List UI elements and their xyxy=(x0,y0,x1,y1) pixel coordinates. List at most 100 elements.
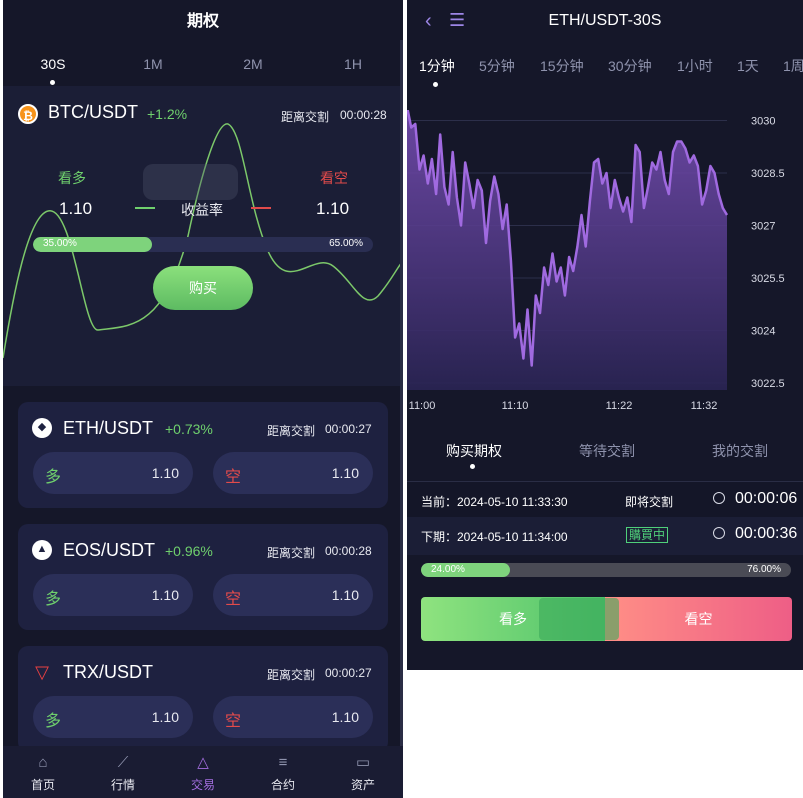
tab-label: 1M xyxy=(143,56,163,72)
page-title: 期权 xyxy=(186,13,219,30)
long-percent: 35.00% xyxy=(43,238,77,249)
long-label: 看多 xyxy=(58,170,86,186)
short-percent: 65.00% xyxy=(329,238,363,249)
x-tick-label: 11:10 xyxy=(502,400,529,412)
tab-label: 1天 xyxy=(737,58,759,74)
tab-label: 2M xyxy=(243,56,263,72)
short-button[interactable]: 空 1.10 xyxy=(213,574,373,616)
short-odds: 1.10 xyxy=(331,709,359,725)
current-period-row: 当前：2024-05-10 11:33:30 即将交割 00:00:06 xyxy=(407,481,803,517)
short-button[interactable]: 看空 xyxy=(605,597,792,641)
long-button[interactable]: 多 1.10 xyxy=(33,452,193,494)
tab-1day[interactable]: 1天 xyxy=(737,56,759,76)
period-status: 即将交割 xyxy=(625,495,674,509)
blurred-region xyxy=(143,164,238,200)
settle-label: 距离交割 xyxy=(267,424,316,438)
tab-my-settle[interactable]: 我的交割 xyxy=(712,441,768,461)
clock-icon xyxy=(713,492,725,504)
short-label: 看空 xyxy=(320,170,348,186)
pair-name: ETH/USDT xyxy=(63,418,153,438)
tab-1week[interactable]: 1周 xyxy=(783,56,803,76)
back-chevron-icon[interactable]: ‹ xyxy=(425,10,432,32)
x-tick-label: 11:22 xyxy=(606,400,633,412)
short-button[interactable]: 空 1.10 xyxy=(213,452,373,494)
menu-icon[interactable]: ☰ xyxy=(449,10,466,30)
long-button[interactable]: 多 1.10 xyxy=(33,696,193,738)
nav-contract[interactable]: ≡ 合约 xyxy=(243,746,323,798)
countdown: 00:00:27 xyxy=(325,422,372,436)
countdown: 00:00:27 xyxy=(325,666,372,680)
settle-label: 距离交割 xyxy=(267,668,316,682)
short-label: 空 xyxy=(225,713,242,730)
buy-button[interactable]: 购买 xyxy=(153,266,253,310)
ratio-bar: 24.00% 76.00% xyxy=(421,563,791,577)
wallet-icon: ▭ xyxy=(355,754,371,771)
nav-label: 行情 xyxy=(110,778,135,792)
btc-hero-card: ₿ BTC/USDT +1.2% 距离交割 00:00:28 看多 看空 1.1… xyxy=(3,86,403,386)
tab-2m[interactable]: 2M xyxy=(223,48,283,80)
tab-1m[interactable]: 1M xyxy=(123,48,183,80)
tab-30min[interactable]: 30分钟 xyxy=(608,56,652,76)
eos-card[interactable]: ▲ EOS/USDT +0.96% 距离交割 00:00:28 多 1.10 空 1… xyxy=(18,524,388,630)
short-label: 空 xyxy=(225,591,242,608)
y-tick-label: 3022.5 xyxy=(751,378,785,390)
price-line xyxy=(407,110,729,367)
trx-card[interactable]: ▽ TRX/USDT 距离交割 00:00:27 多 1.10 空 1.10 xyxy=(18,646,388,752)
active-dot xyxy=(50,80,55,85)
y-tick-label: 3027 xyxy=(751,221,775,233)
tab-30s[interactable]: 30S xyxy=(23,48,83,85)
trade-icon: △ xyxy=(197,754,209,771)
bottom-nav: ⌂ 首页 ⟋ 行情 △ 交易 ≡ 合约 ▭ 资产 xyxy=(3,746,403,798)
period-tabs: 30S 1M 2M 1H xyxy=(3,48,403,85)
nav-assets[interactable]: ▭ 资产 xyxy=(323,746,403,798)
nav-home[interactable]: ⌂ 首页 xyxy=(3,746,83,798)
clock-icon xyxy=(713,527,725,539)
price-chart[interactable]: 3030 3028.5 3027 3025.5 3024 3022.5 11:00 11:10… xyxy=(407,110,803,420)
settle-label: 距离交割 xyxy=(267,546,316,560)
tab-5min[interactable]: 5分钟 xyxy=(479,56,515,76)
long-legend-line xyxy=(135,207,155,209)
eos-icon: ▲ xyxy=(32,540,52,560)
price-change: +1.2% xyxy=(147,106,188,122)
status-badge: 購買中 xyxy=(626,527,669,543)
nav-label: 首页 xyxy=(30,778,55,792)
tab-buy-option[interactable]: 购买期权 xyxy=(446,441,502,469)
long-percent: 24.00% xyxy=(431,564,465,575)
tab-1hour[interactable]: 1小时 xyxy=(677,56,713,76)
next-period-row: 下期：2024-05-10 11:34:00 購買中 00:00:36 xyxy=(407,517,803,555)
short-percent: 76.00% xyxy=(747,564,781,575)
period-label: 当前：2024-05-10 11:33:30 xyxy=(421,495,568,509)
eth-card[interactable]: ◆ ETH/USDT +0.73% 距离交割 00:00:27 多 1.10 空 1… xyxy=(18,402,388,508)
long-button[interactable]: 多 1.10 xyxy=(33,574,193,616)
short-odds: 1.10 xyxy=(331,587,359,603)
nav-trade[interactable]: △ 交易 xyxy=(163,746,243,798)
nav-market[interactable]: ⟋ 行情 xyxy=(83,746,163,798)
tab-1h[interactable]: 1H xyxy=(323,48,383,80)
x-tick-label: 11:00 xyxy=(409,400,436,412)
long-odds: 1.10 xyxy=(151,709,179,725)
tab-pending-settle[interactable]: 等待交割 xyxy=(579,441,635,461)
active-dot xyxy=(470,464,475,469)
short-button[interactable]: 空 1.10 xyxy=(213,696,373,738)
tab-label: 1分钟 xyxy=(419,58,455,74)
tab-label: 1小时 xyxy=(677,58,713,74)
long-odds: 1.10 xyxy=(151,465,179,481)
long-label: 多 xyxy=(45,591,62,608)
ratio-bar: 35.00% 65.00% xyxy=(33,237,373,252)
countdown: 00:00:28 xyxy=(325,544,372,558)
settle-label: 距离交割 xyxy=(281,110,330,124)
tab-1min[interactable]: 1分钟 xyxy=(419,56,455,87)
short-odds: 1.10 xyxy=(316,199,350,218)
y-tick-label: 3028.5 xyxy=(751,168,785,180)
price-area xyxy=(407,110,727,390)
tab-15min[interactable]: 15分钟 xyxy=(540,56,584,76)
y-tick-label: 3025.5 xyxy=(751,273,785,285)
long-label: 多 xyxy=(45,713,62,730)
tab-label: 1周 xyxy=(783,58,803,74)
pair-name: BTC/USDT xyxy=(48,102,138,122)
period-countdown: 00:00:06 xyxy=(735,490,798,507)
period-label: 下期：2024-05-10 11:34:00 xyxy=(421,530,568,544)
tab-label: 5分钟 xyxy=(479,58,515,74)
scrollbar[interactable] xyxy=(400,40,403,746)
long-label: 多 xyxy=(45,469,62,486)
